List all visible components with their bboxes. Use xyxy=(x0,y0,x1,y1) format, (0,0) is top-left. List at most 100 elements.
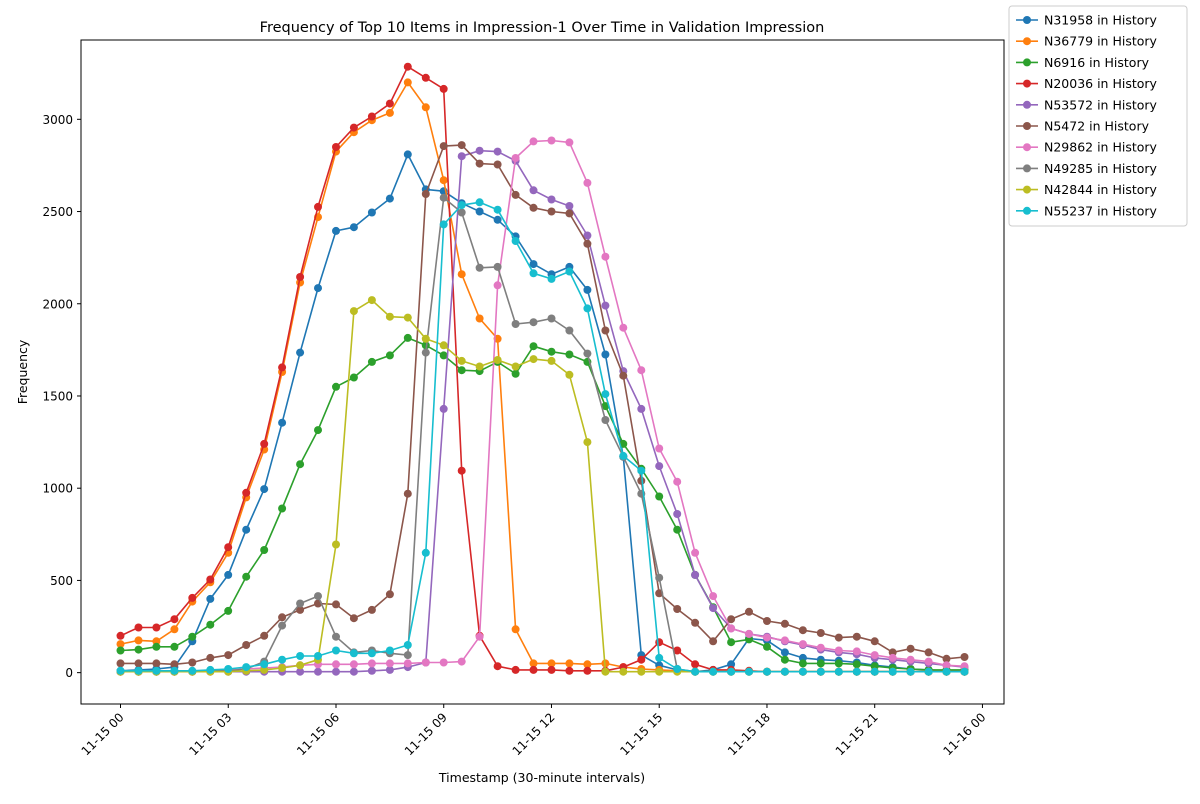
x-tick-label: 11-15 12 xyxy=(510,710,558,758)
data-point xyxy=(296,667,305,676)
data-point xyxy=(260,439,269,448)
data-point xyxy=(403,62,412,71)
legend-marker xyxy=(1023,164,1031,173)
data-point xyxy=(565,138,574,147)
data-point xyxy=(637,655,646,664)
legend-marker xyxy=(1023,16,1031,24)
x-tick-label: 11-15 06 xyxy=(294,710,342,758)
data-point xyxy=(924,657,933,666)
data-point xyxy=(709,667,718,676)
data-point xyxy=(547,136,556,145)
data-point xyxy=(475,314,484,323)
y-axis-label: Frequency xyxy=(15,339,30,404)
data-point xyxy=(367,666,376,675)
data-point xyxy=(798,667,807,676)
data-point xyxy=(870,651,879,660)
legend-marker xyxy=(1023,143,1031,152)
data-point xyxy=(906,655,915,664)
data-point xyxy=(278,418,287,427)
data-point xyxy=(745,635,753,644)
data-point xyxy=(224,665,233,673)
data-point xyxy=(547,659,556,668)
data-point xyxy=(637,366,646,375)
chart-title: Frequency of Top 10 Items in Impression-… xyxy=(260,20,825,36)
data-point xyxy=(601,416,610,424)
data-point xyxy=(529,665,538,674)
data-point xyxy=(421,334,430,343)
data-point xyxy=(296,348,305,357)
data-point xyxy=(385,312,394,321)
data-point xyxy=(673,665,682,673)
y-tick-label: 1500 xyxy=(42,389,73,403)
legend: N31958 in History N36779 in History N6916 … xyxy=(1008,5,1188,227)
data-point xyxy=(367,208,376,217)
data-point xyxy=(349,614,358,623)
data-point xyxy=(224,570,233,579)
data-point xyxy=(385,665,394,674)
data-point xyxy=(475,632,484,641)
y-tick-label: 3000 xyxy=(42,113,73,127)
data-point xyxy=(942,661,951,670)
data-point xyxy=(870,662,879,671)
data-point xyxy=(745,667,753,676)
data-point xyxy=(170,615,179,624)
data-point xyxy=(870,667,879,676)
legend-label: N55237 in History xyxy=(1044,203,1158,218)
data-point xyxy=(834,633,843,642)
data-point xyxy=(332,632,340,641)
data-point xyxy=(798,626,807,635)
data-point xyxy=(727,667,736,676)
series-line xyxy=(120,65,965,673)
data-point xyxy=(296,652,305,660)
data-point xyxy=(493,356,502,364)
data-point xyxy=(206,575,215,584)
data-point xyxy=(475,263,484,272)
data-point xyxy=(332,540,340,549)
data-point xyxy=(565,267,574,276)
data-point xyxy=(511,625,520,634)
data-point xyxy=(367,112,376,121)
data-point xyxy=(385,646,394,655)
data-point xyxy=(367,649,376,658)
legend-item: N20036 in History xyxy=(1016,76,1158,91)
series-line xyxy=(120,153,965,673)
data-point xyxy=(691,660,700,669)
data-point xyxy=(816,659,825,668)
data-point xyxy=(673,605,682,613)
data-point xyxy=(601,350,610,359)
data-point xyxy=(296,599,305,608)
data-point xyxy=(332,646,340,655)
data-point xyxy=(134,623,143,632)
data-point xyxy=(583,304,592,313)
series-line xyxy=(120,144,965,666)
legend-marker xyxy=(1023,185,1031,194)
data-point xyxy=(385,99,394,108)
data-point xyxy=(673,477,682,486)
data-point xyxy=(278,504,287,513)
data-point xyxy=(493,147,502,156)
data-point xyxy=(583,231,592,240)
data-point xyxy=(475,362,484,371)
data-point xyxy=(655,492,664,501)
data-point xyxy=(349,660,358,669)
data-point xyxy=(188,632,197,641)
legend-item: N53572 in History xyxy=(1016,97,1158,112)
data-point xyxy=(834,667,843,676)
data-point xyxy=(619,439,628,448)
data-point xyxy=(367,357,376,366)
x-tick-label: 11-15 09 xyxy=(402,710,450,758)
legend-item: N49285 in History xyxy=(1016,161,1158,176)
data-point xyxy=(493,160,502,169)
data-point xyxy=(637,466,646,475)
data-point xyxy=(278,664,287,672)
data-point xyxy=(529,342,538,351)
data-point xyxy=(439,84,448,93)
data-point xyxy=(816,667,825,676)
data-point xyxy=(852,667,861,676)
data-point xyxy=(296,661,305,670)
series-line xyxy=(120,139,965,673)
data-point xyxy=(385,108,394,117)
legend-label: N29862 in History xyxy=(1044,140,1158,155)
